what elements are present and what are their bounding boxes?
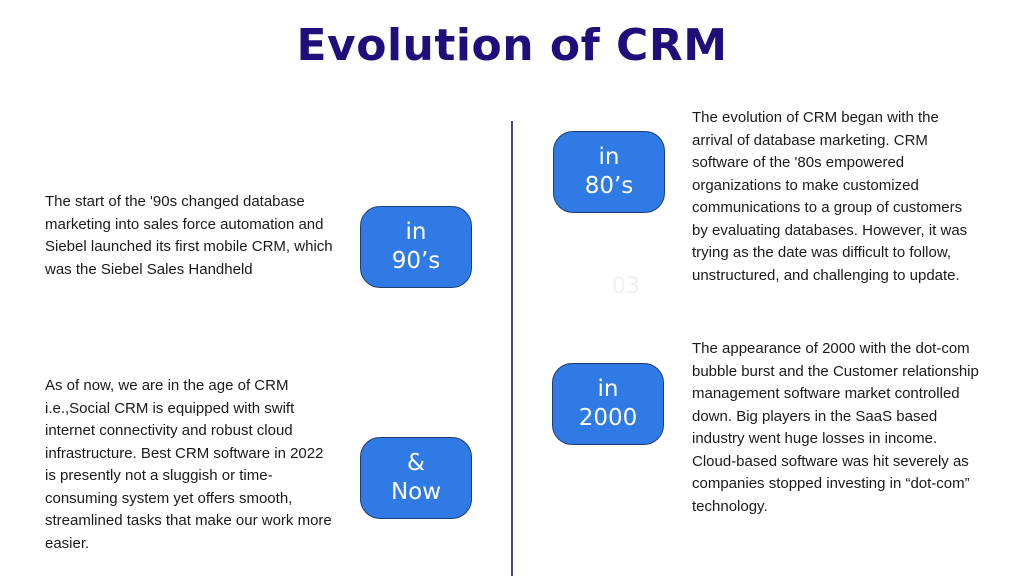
era-description-now: As of now, we are in the age of CRM i.e.… [45,377,332,552]
era-badge-80s: in 80’s [553,131,665,213]
era-badge-now: & Now [360,437,472,519]
era-description-90s: The start of the '90s changed database m… [45,193,333,278]
era-badge-90s: in 90’s [360,206,472,288]
era-badge-2000: in 2000 [552,363,664,445]
page-number: 03 [612,274,640,299]
era-description-2000: The appearance of 2000 with the dot-com … [692,340,979,515]
timeline-divider [511,121,513,576]
era-description-80s: The evolution of CRM began with the arri… [692,109,968,284]
page-title: Evolution of CRM [296,20,728,71]
